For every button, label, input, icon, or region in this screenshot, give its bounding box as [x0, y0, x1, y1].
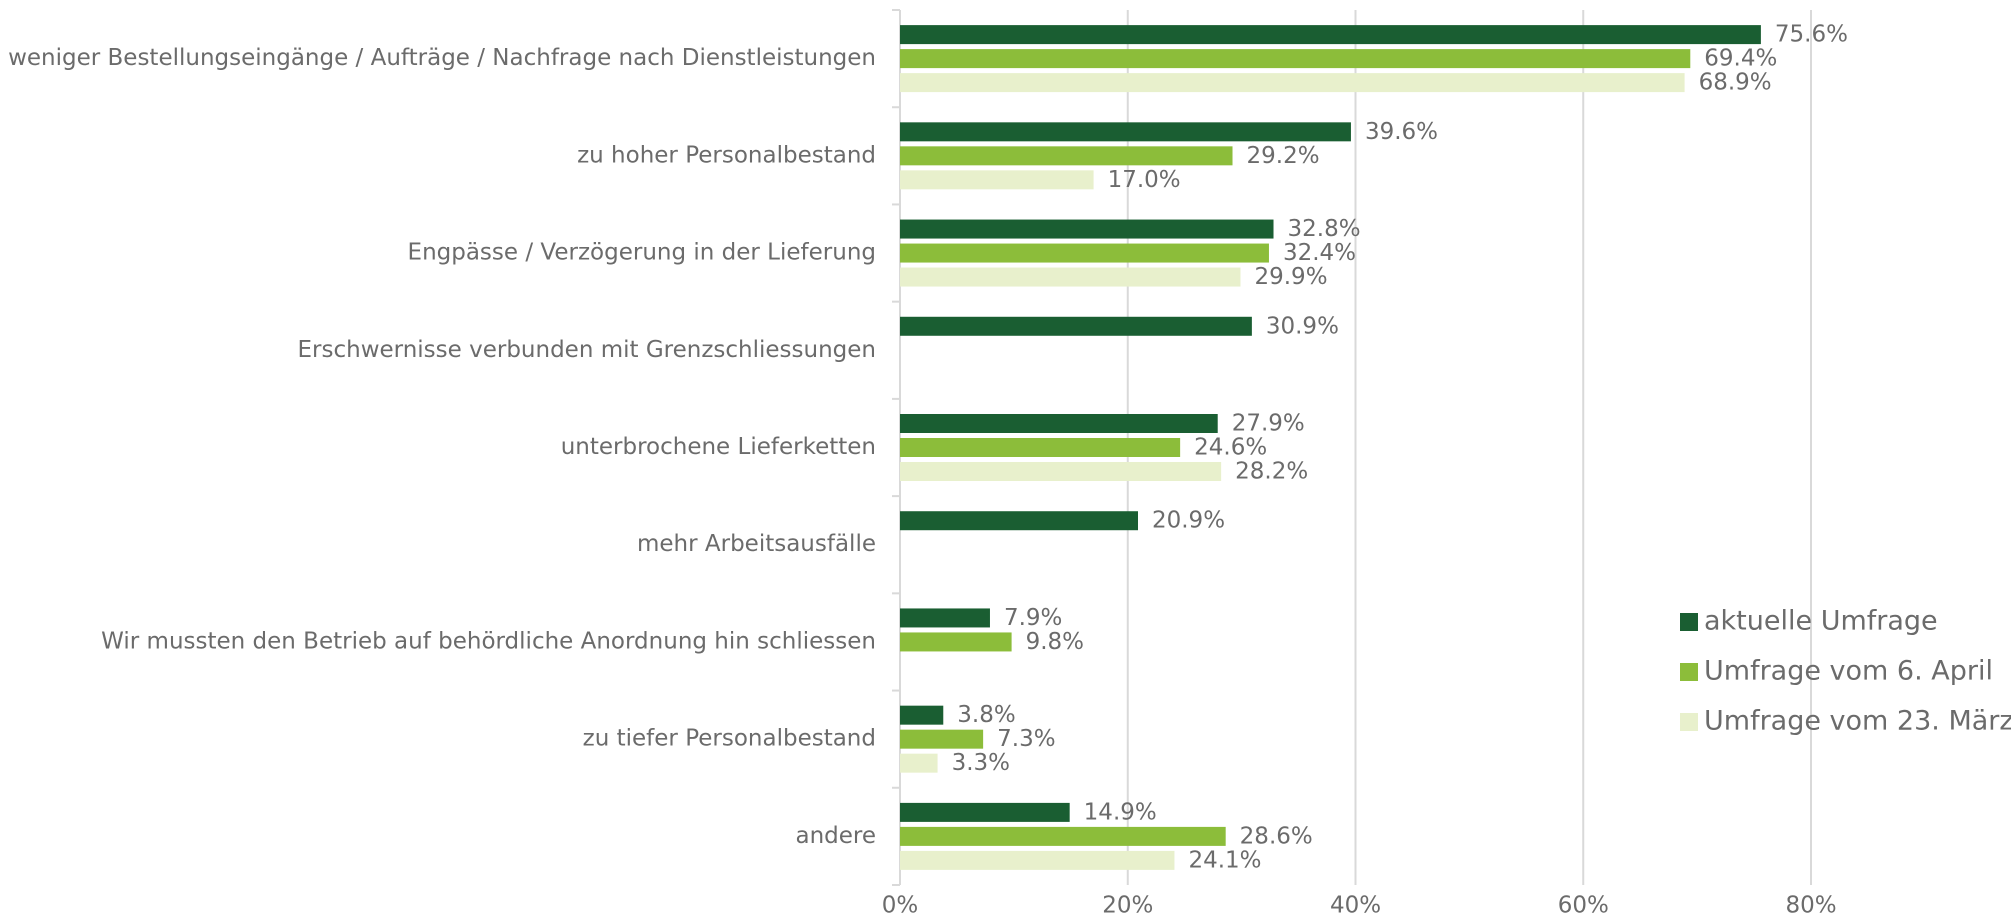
bar: [900, 608, 990, 628]
value-label: 7.3%: [997, 726, 1055, 752]
category-label: andere: [795, 823, 876, 849]
bar: [900, 316, 1252, 336]
bar: [900, 170, 1094, 190]
category-label: mehr Arbeitsausfälle: [637, 531, 876, 557]
value-label: 28.2%: [1235, 459, 1308, 485]
bar: [900, 511, 1138, 531]
bar: [900, 25, 1761, 45]
bar: [900, 49, 1691, 69]
value-label: 28.6%: [1240, 823, 1313, 849]
category-label: unterbrochene Lieferketten: [561, 434, 876, 460]
value-label: 3.3%: [952, 750, 1010, 776]
legend-swatch: [1680, 613, 1698, 631]
category-label: weniger Bestellungseingänge / Aufträge /…: [8, 45, 876, 71]
category-label: Engpässe / Verzögerung in der Lieferung: [408, 240, 876, 266]
x-tick-label: 0%: [882, 893, 919, 919]
legend-label: aktuelle Umfrage: [1704, 606, 1938, 637]
legend-swatch: [1680, 713, 1698, 731]
bar: [900, 705, 944, 725]
value-label: 24.1%: [1188, 847, 1261, 873]
bar: [900, 219, 1274, 239]
value-label: 32.8%: [1288, 216, 1361, 242]
value-label: 27.9%: [1232, 411, 1305, 437]
bar: [900, 438, 1181, 457]
value-label: 75.6%: [1775, 22, 1848, 48]
value-label: 9.8%: [1026, 629, 1084, 655]
bar: [900, 802, 1070, 822]
bar: [900, 850, 1175, 870]
value-label: 7.9%: [1004, 605, 1062, 631]
bar: [900, 414, 1218, 433]
value-label: 69.4%: [1704, 46, 1777, 72]
bar: [900, 122, 1351, 142]
bar: [900, 632, 1012, 652]
x-tick-label: 20%: [1102, 893, 1153, 919]
value-label: 39.6%: [1365, 119, 1438, 145]
legend-label: Umfrage vom 6. April: [1704, 656, 1993, 687]
bar: [900, 462, 1222, 481]
bar: [900, 73, 1685, 93]
value-label: 32.4%: [1283, 240, 1356, 266]
x-tick-label: 80%: [1785, 893, 1836, 919]
bar: [900, 729, 984, 749]
value-label: 3.8%: [957, 702, 1015, 728]
bar: [900, 146, 1233, 166]
bar: [900, 826, 1226, 846]
value-label: 14.9%: [1084, 799, 1157, 825]
legend-swatch: [1680, 663, 1698, 681]
x-tick-label: 60%: [1558, 893, 1609, 919]
bar: [900, 243, 1269, 263]
value-label: 24.6%: [1194, 435, 1267, 461]
x-tick-label: 40%: [1330, 893, 1381, 919]
category-label: Erschwernisse verbunden mit Grenzschlies…: [298, 337, 877, 363]
value-label: 29.9%: [1254, 264, 1327, 290]
category-label: Wir mussten den Betrieb auf behördliche …: [101, 628, 876, 654]
bar: [900, 753, 938, 773]
category-label: zu tiefer Personalbestand: [583, 726, 876, 752]
value-label: 29.2%: [1247, 143, 1320, 169]
value-label: 30.9%: [1266, 313, 1339, 339]
category-label: zu hoher Personalbestand: [577, 142, 876, 168]
value-label: 68.9%: [1699, 70, 1772, 96]
value-label: 17.0%: [1108, 167, 1181, 193]
legend-label: Umfrage vom 23. März: [1704, 706, 2011, 737]
value-label: 20.9%: [1152, 508, 1225, 534]
bar: [900, 267, 1241, 287]
